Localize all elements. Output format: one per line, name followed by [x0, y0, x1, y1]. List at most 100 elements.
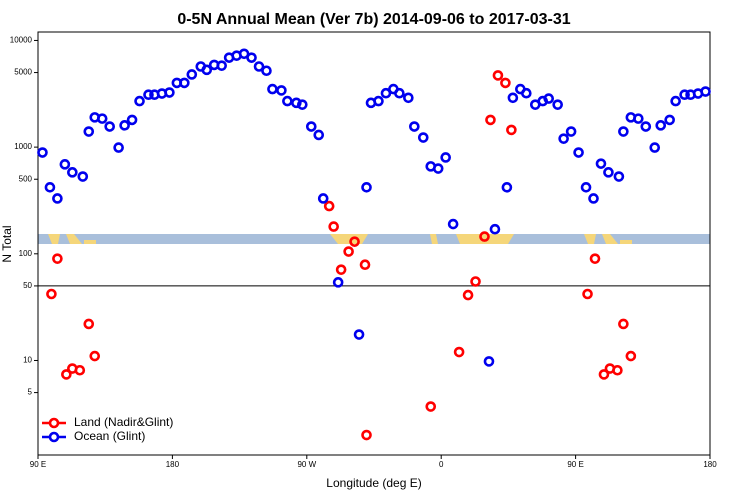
point [186, 69, 198, 80]
point [74, 364, 86, 376]
point [67, 167, 78, 178]
point [640, 121, 652, 132]
point [134, 95, 145, 107]
point [618, 318, 629, 330]
point [521, 87, 532, 99]
point [328, 221, 339, 232]
y-tick-label: 10000 [10, 36, 33, 45]
point [492, 70, 504, 81]
x-tick-label: 180 [166, 460, 180, 469]
x-tick-label: 180 [703, 460, 717, 469]
point [670, 95, 681, 107]
point [83, 318, 95, 330]
point [558, 133, 569, 144]
point [425, 401, 437, 412]
point [613, 171, 625, 182]
point [297, 99, 308, 110]
point [588, 193, 599, 204]
point [440, 152, 451, 163]
x-tick-label: 90 E [567, 460, 583, 469]
point [359, 259, 371, 271]
point [305, 121, 317, 132]
point [580, 182, 592, 193]
point [625, 350, 637, 362]
point [37, 147, 48, 158]
point [664, 114, 675, 126]
point [253, 61, 265, 72]
point [126, 114, 138, 126]
point [501, 182, 513, 193]
point [453, 346, 465, 358]
legend-marker [48, 431, 60, 443]
point [543, 93, 555, 104]
point [679, 89, 690, 101]
point [216, 60, 227, 71]
legend-label: Land (Nadir&Glint) [74, 415, 173, 429]
point [335, 264, 347, 275]
point [380, 87, 392, 99]
point [479, 231, 490, 242]
y-tick-label: 100 [19, 249, 33, 258]
point [403, 92, 414, 104]
point [394, 87, 405, 99]
x-tick-label: 90 E [30, 460, 46, 469]
point [61, 369, 72, 380]
point [507, 92, 519, 104]
point [500, 77, 511, 89]
point [361, 182, 372, 193]
point [612, 364, 623, 376]
point [179, 77, 190, 89]
point [462, 289, 474, 301]
point [46, 288, 57, 300]
point [332, 277, 344, 288]
plot-frame [37, 31, 711, 456]
point [52, 193, 63, 204]
point [417, 132, 429, 143]
point [582, 288, 593, 300]
point [655, 120, 667, 131]
point [565, 126, 577, 137]
point [349, 236, 360, 247]
point [649, 142, 661, 153]
x-axis-label: Longitude (deg E) [326, 476, 421, 490]
y-tick-label: 500 [19, 174, 33, 183]
point [291, 97, 302, 109]
map-strip [38, 234, 710, 244]
chart-title: 0-5N Annual Mean (Ver 7b) 2014-09-06 to … [177, 11, 570, 28]
point [323, 200, 335, 212]
point [618, 126, 629, 137]
point [343, 246, 354, 257]
point [143, 89, 154, 101]
point [59, 159, 71, 170]
y-tick-label: 5000 [14, 68, 32, 77]
point [164, 87, 175, 98]
point [267, 83, 278, 95]
y-tick-label: 5 [28, 388, 33, 397]
point [409, 121, 420, 132]
point [361, 429, 372, 441]
point [119, 120, 130, 131]
legend-label: Ocean (Glint) [74, 429, 145, 443]
point [573, 147, 584, 158]
point [506, 124, 517, 136]
point [589, 253, 601, 264]
point [483, 356, 495, 367]
point [83, 126, 95, 137]
point [282, 95, 293, 107]
point [489, 223, 501, 235]
point [261, 65, 272, 77]
x-tick-label: 0 [439, 460, 444, 469]
y-tick-label: 10 [23, 356, 32, 365]
point [313, 129, 325, 141]
point [595, 158, 607, 169]
point [77, 171, 89, 182]
point [96, 113, 108, 124]
point [633, 113, 644, 124]
point [353, 329, 365, 340]
legend-box [40, 414, 182, 448]
point [201, 64, 213, 76]
point [485, 114, 496, 126]
point [447, 218, 459, 230]
point [246, 52, 257, 63]
